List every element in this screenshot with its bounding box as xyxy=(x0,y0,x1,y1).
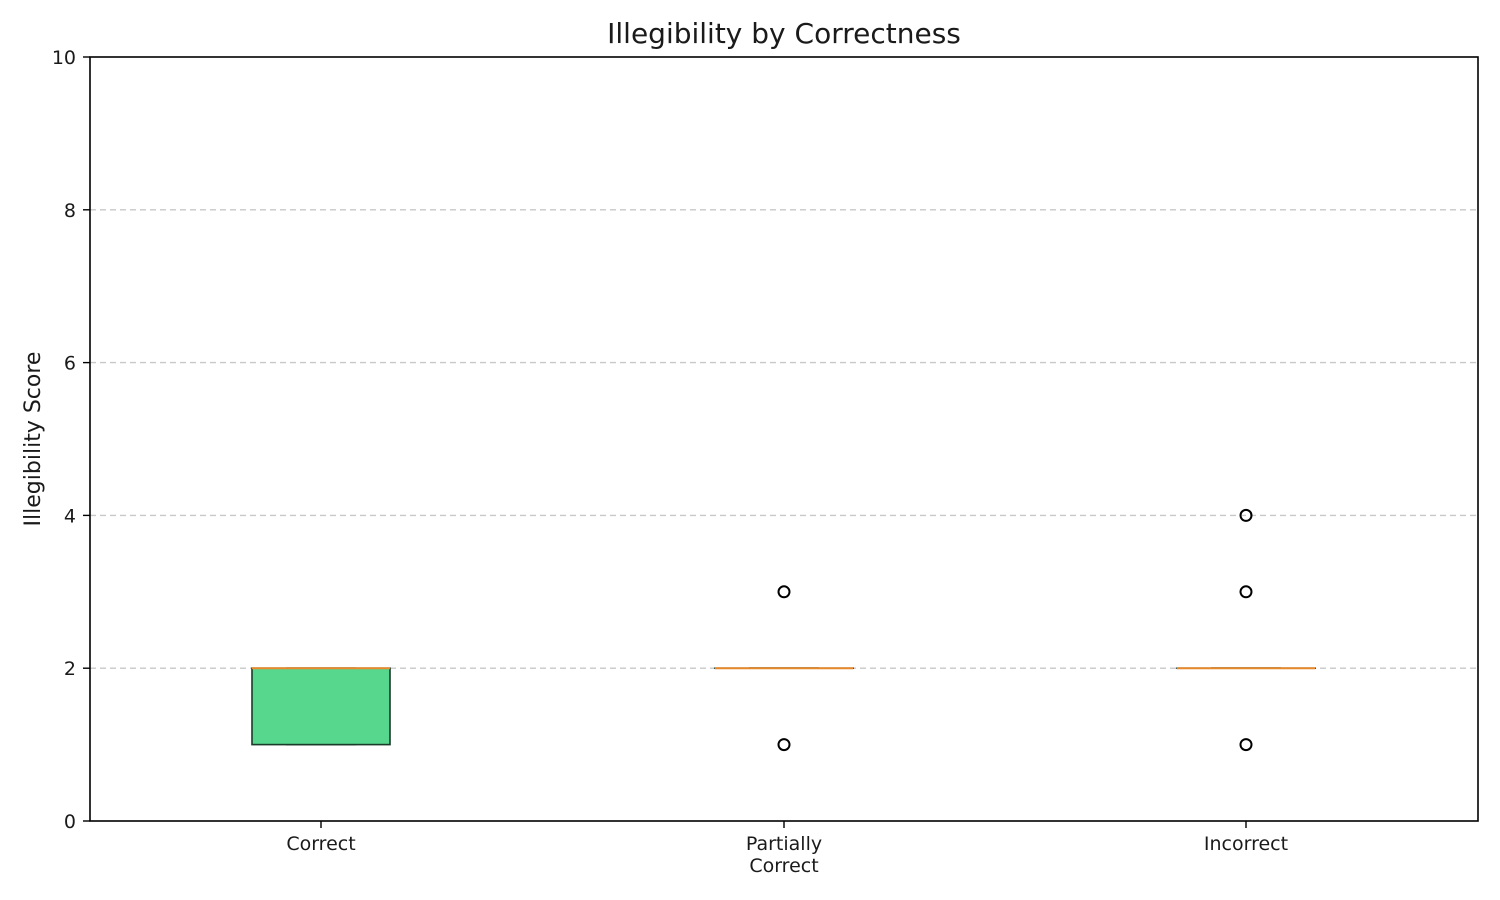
y-tick-label: 2 xyxy=(64,658,76,680)
outlier-point xyxy=(777,738,791,752)
outlier-point xyxy=(1239,738,1253,752)
x-tick-label: Correct xyxy=(286,833,355,855)
outlier-point xyxy=(1239,508,1253,522)
chart-title: Illegibility by Correctness xyxy=(607,17,961,50)
boxes xyxy=(251,508,1316,752)
x-tick-label-line: Correct xyxy=(749,855,818,877)
y-tick-label: 6 xyxy=(64,353,76,375)
y-tick-label: 10 xyxy=(52,47,76,69)
y-tick-label: 8 xyxy=(64,200,76,222)
box-group xyxy=(1176,508,1316,752)
box-group xyxy=(714,585,854,752)
grid-lines xyxy=(90,209,1478,669)
x-tick-label: Incorrect xyxy=(1204,833,1288,855)
x-tick-label: Partially Correct xyxy=(746,833,822,877)
outlier-point xyxy=(1239,585,1253,599)
box-body xyxy=(251,667,391,746)
x-tick-label-line: Incorrect xyxy=(1204,833,1288,855)
y-tick-label: 4 xyxy=(64,505,76,527)
x-tick-label-line: Correct xyxy=(286,833,355,855)
outlier-point xyxy=(777,585,791,599)
box-group xyxy=(251,667,391,746)
x-tick-label-line: Partially xyxy=(746,833,822,855)
y-axis-ticks: 0 2 4 6 8 10 xyxy=(52,47,90,833)
y-tick-label: 0 xyxy=(64,811,76,833)
y-axis-label: Illegibility Score xyxy=(21,352,46,527)
